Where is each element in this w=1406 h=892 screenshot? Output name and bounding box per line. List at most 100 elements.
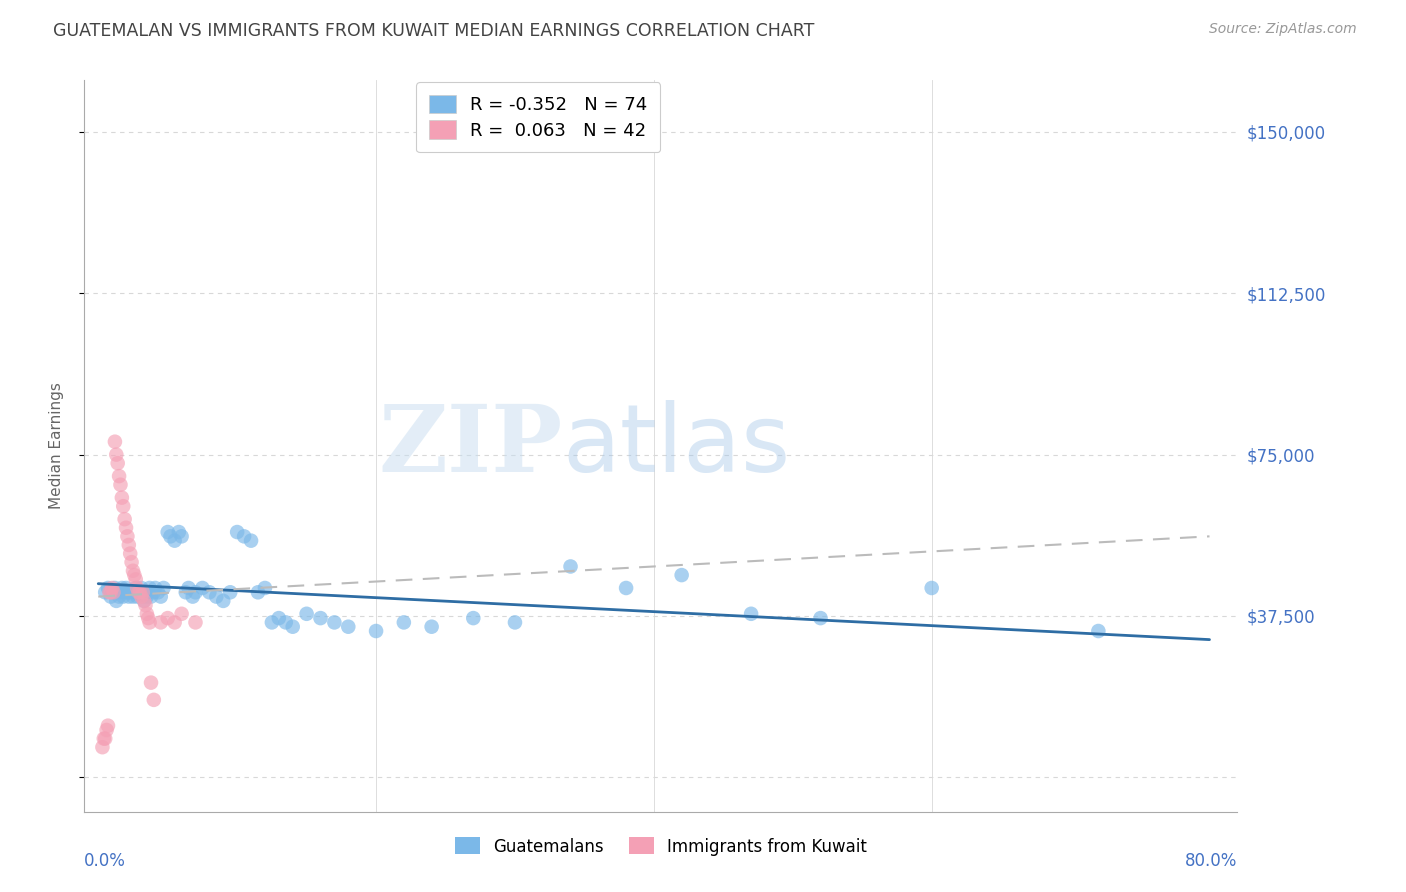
Point [170,529,193,543]
Point [110,585,132,599]
Point [810,611,832,625]
Point [120,547,142,561]
Point [139,675,162,690]
Y-axis label: Median Earnings: Median Earnings [49,383,63,509]
Point [1087,624,1109,638]
Point [267,611,290,625]
Point [671,568,693,582]
Point [111,581,134,595]
Point [131,590,153,604]
Point [364,624,387,638]
Point [118,590,141,604]
Point [118,538,141,552]
Point [163,533,186,548]
Point [152,581,174,595]
Point [94,585,117,599]
Point [420,620,443,634]
Point [163,615,186,630]
Point [128,585,150,599]
Point [463,611,485,625]
Point [124,568,146,582]
Point [132,594,155,608]
Point [309,611,332,625]
Point [100,590,122,604]
Point [167,524,190,539]
Point [138,615,160,630]
Point [104,581,127,595]
Point [112,590,135,604]
Point [503,615,526,630]
Point [337,620,360,634]
Point [184,615,207,630]
Point [159,529,181,543]
Point [177,581,200,595]
Point [129,585,152,599]
Text: 0.0%: 0.0% [84,852,127,870]
Point [120,585,142,599]
Point [392,615,415,630]
Point [149,615,172,630]
Point [117,585,139,599]
Point [260,615,283,630]
Point [100,585,122,599]
Point [121,555,143,569]
Point [115,521,138,535]
Point [134,598,156,612]
Point [96,723,118,737]
Point [129,585,152,599]
Point [108,469,131,483]
Point [226,524,249,539]
Point [93,731,115,746]
Point [205,590,228,604]
Text: ZIP: ZIP [378,401,562,491]
Point [124,585,146,599]
Point [136,585,159,599]
Point [170,607,193,621]
Point [560,559,582,574]
Point [740,607,762,621]
Point [111,491,134,505]
Point [138,581,160,595]
Point [105,594,128,608]
Point [110,477,132,491]
Point [184,585,207,599]
Point [128,585,150,599]
Point [198,585,221,599]
Point [136,611,159,625]
Point [146,585,169,599]
Point [114,512,136,526]
Point [97,719,120,733]
Point [94,731,117,746]
Point [131,581,153,595]
Point [112,500,135,514]
Point [103,585,125,599]
Point [98,585,121,599]
Point [174,585,197,599]
Point [233,529,256,543]
Point [97,581,120,595]
Point [142,585,165,599]
Point [125,573,148,587]
Point [219,585,242,599]
Point [104,434,127,449]
Point [135,607,157,621]
Point [143,581,166,595]
Point [142,693,165,707]
Text: GUATEMALAN VS IMMIGRANTS FROM KUWAIT MEDIAN EARNINGS CORRELATION CHART: GUATEMALAN VS IMMIGRANTS FROM KUWAIT MED… [53,22,815,40]
Point [114,585,136,599]
Text: 80.0%: 80.0% [1185,852,1237,870]
Point [191,581,214,595]
Point [122,590,145,604]
Point [107,585,129,599]
Point [921,581,943,595]
Point [149,590,172,604]
Point [101,581,124,595]
Text: atlas: atlas [562,400,792,492]
Point [156,524,179,539]
Legend: Guatemalans, Immigrants from Kuwait: Guatemalans, Immigrants from Kuwait [444,828,877,865]
Text: Source: ZipAtlas.com: Source: ZipAtlas.com [1209,22,1357,37]
Point [253,581,276,595]
Point [181,590,204,604]
Point [131,590,153,604]
Point [134,585,156,599]
